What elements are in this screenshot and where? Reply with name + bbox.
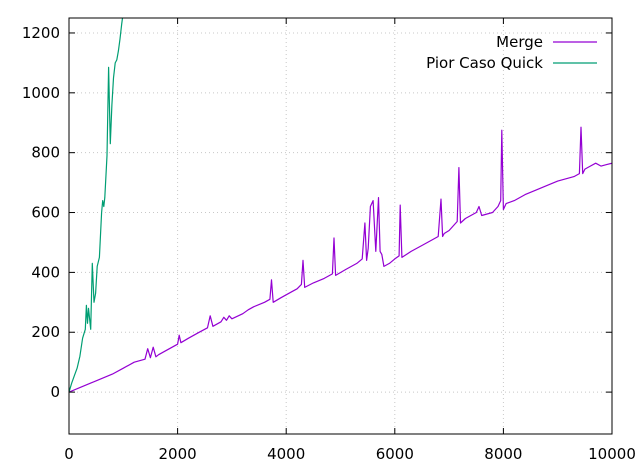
grid-lines — [69, 18, 612, 434]
y-tick-label: 0 — [50, 383, 60, 401]
series-lines — [69, 18, 612, 393]
series-line-1 — [69, 18, 124, 393]
legend: Merge Pior Caso Quick — [426, 33, 597, 72]
legend-label: Merge — [496, 33, 543, 51]
axis-ticks: 0 2000 4000 6000 8000 10000 0 200 400 600 800 1000 1… — [22, 18, 636, 463]
y-tick-label: 200 — [31, 323, 60, 341]
x-tick-label: 0 — [64, 445, 74, 463]
plot-frame — [68, 17, 613, 435]
y-tick-label: 400 — [31, 263, 60, 281]
legend-label: Pior Caso Quick — [426, 54, 543, 72]
y-tick-label: 1200 — [22, 24, 60, 42]
x-tick-label: 6000 — [376, 445, 414, 463]
x-tick-label: 4000 — [267, 445, 305, 463]
y-tick-label: 600 — [31, 204, 60, 222]
series-line-0 — [69, 126, 612, 393]
y-tick-label: 800 — [31, 144, 60, 162]
y-tick-label: 1000 — [22, 84, 60, 102]
x-tick-label: 10000 — [588, 445, 636, 463]
x-tick-label: 2000 — [159, 445, 197, 463]
x-tick-label: 8000 — [484, 445, 522, 463]
